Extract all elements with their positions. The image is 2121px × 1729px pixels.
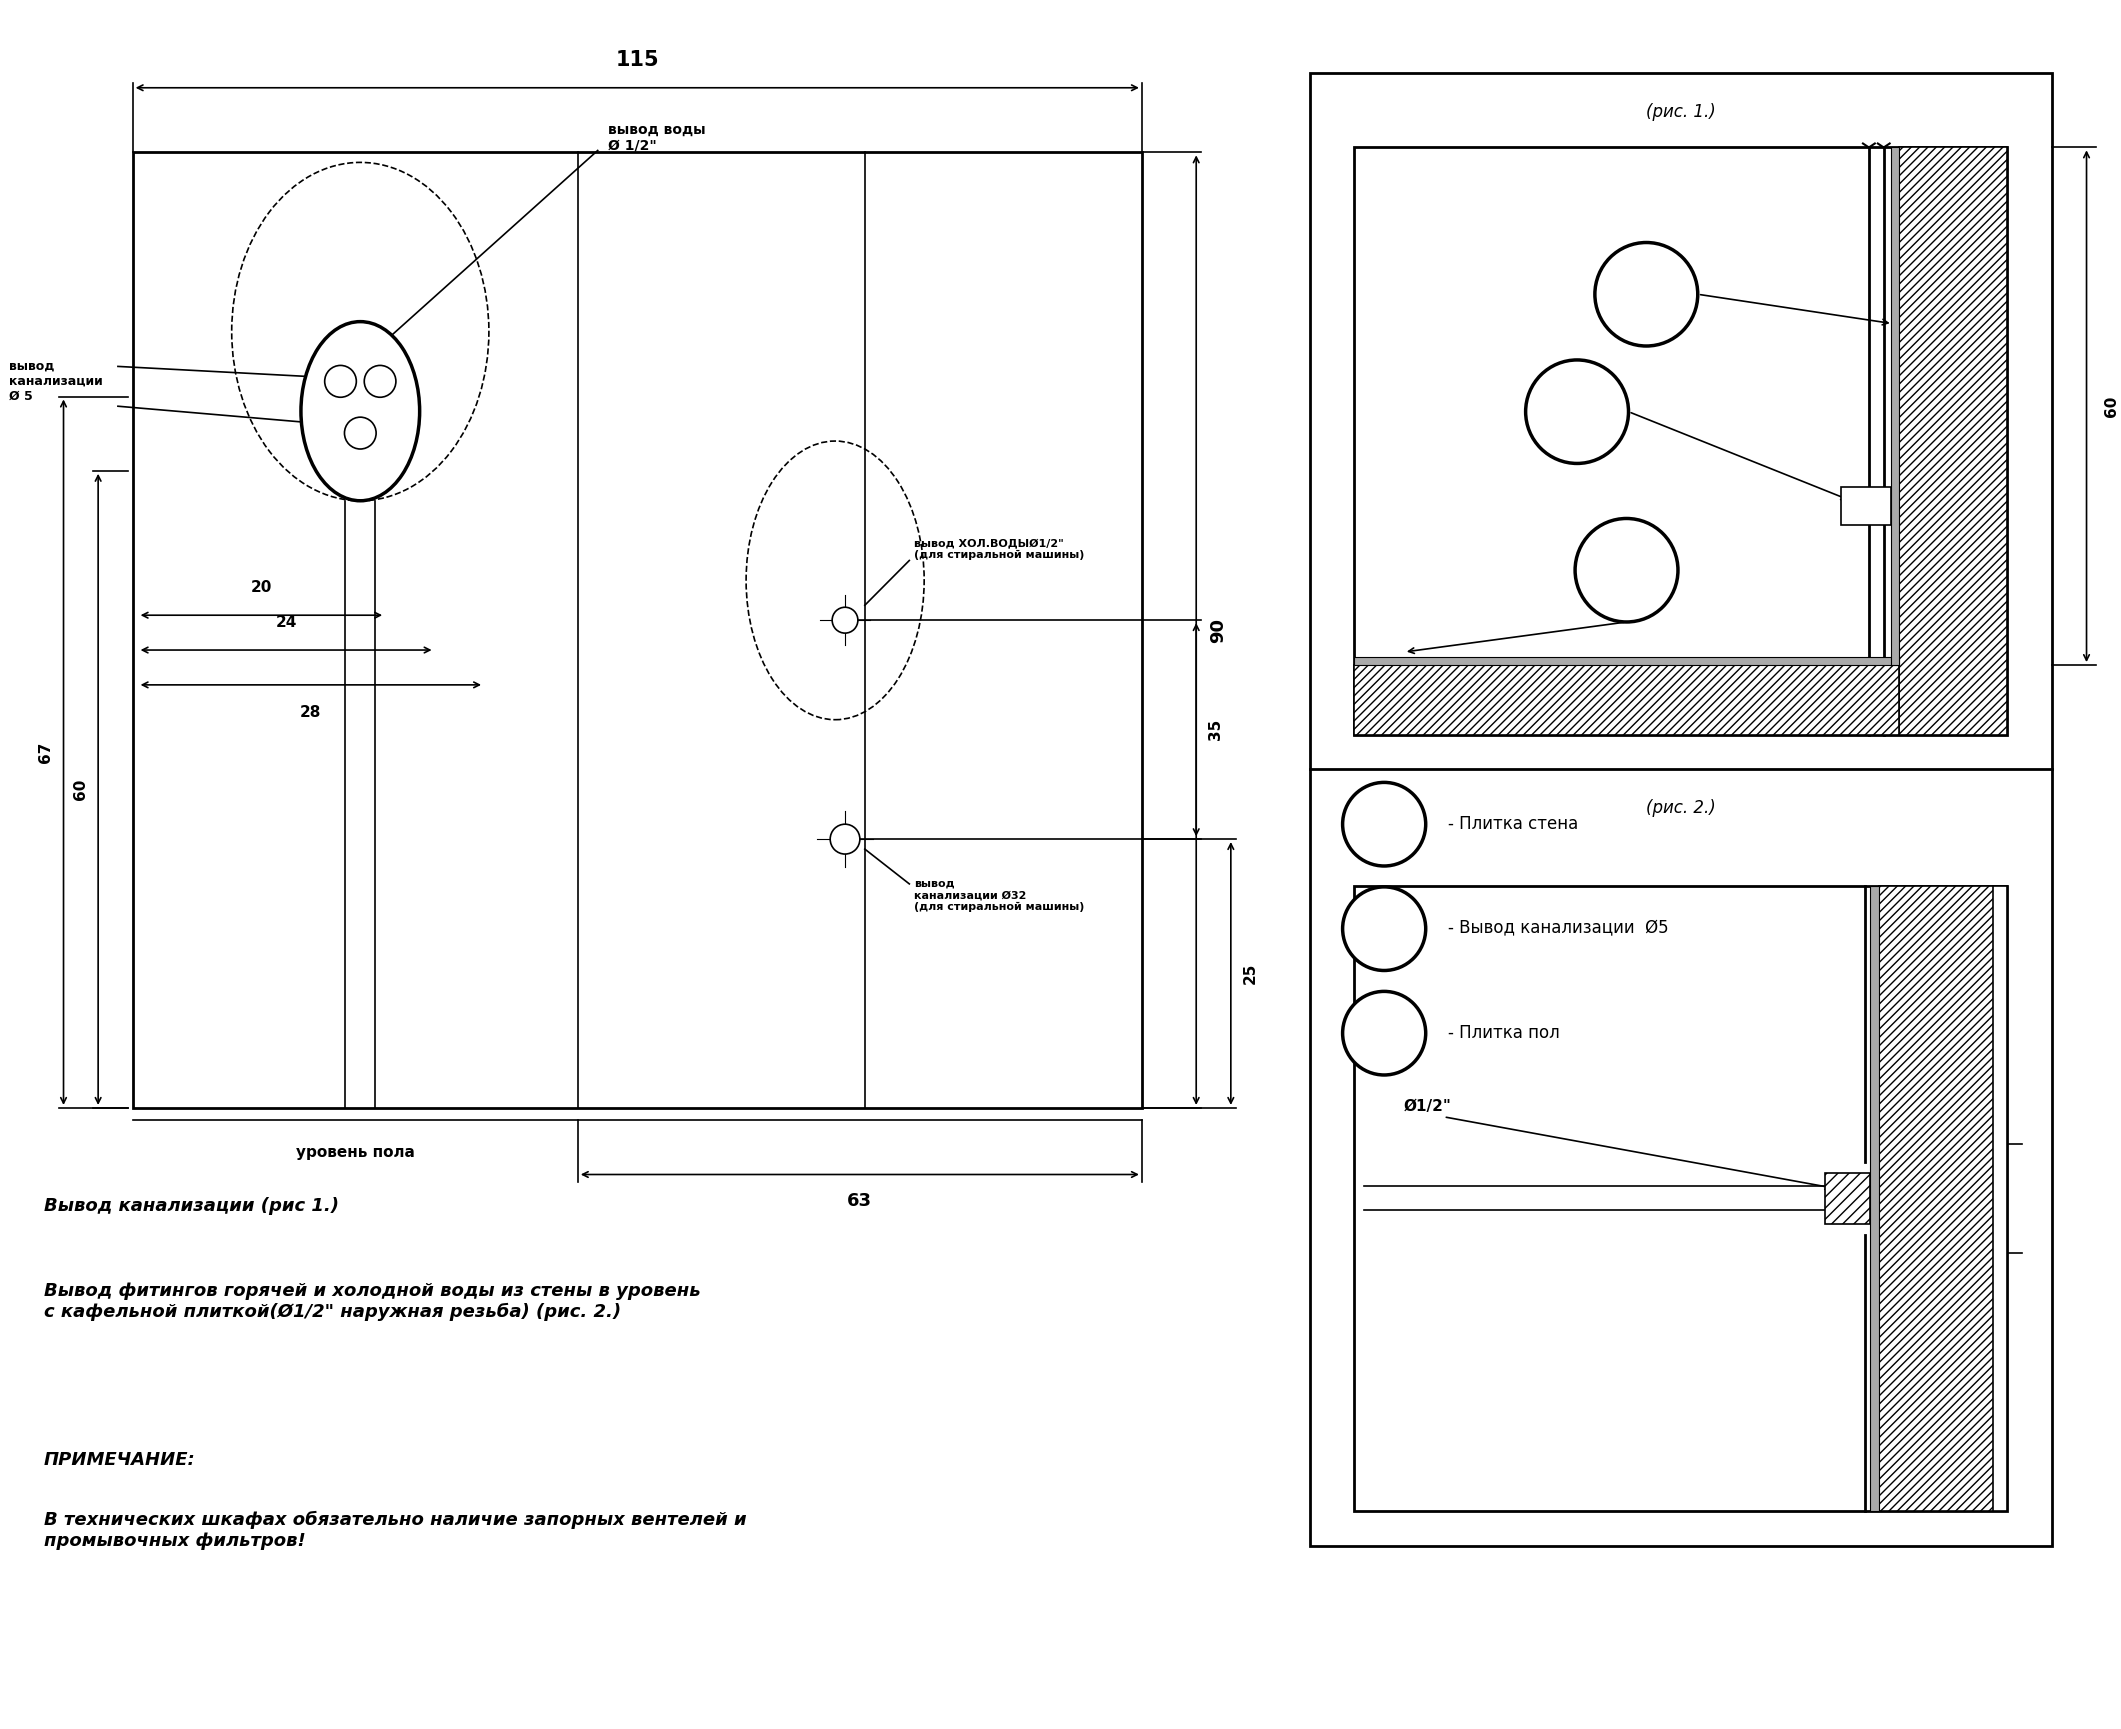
Text: ПРИМЕЧАНИЕ:: ПРИМЕЧАНИЕ:	[45, 1451, 195, 1470]
Text: вывод
канализации
Ø 5: вывод канализации Ø 5	[8, 360, 102, 403]
Bar	[1311, 73, 2051, 1546]
Text: Вывод фитингов горячей и холодной воды из стены в уровень
с кафельной плиткой(Ø1: Вывод фитингов горячей и холодной воды и…	[45, 1281, 700, 1321]
Text: 60: 60	[2104, 396, 2119, 417]
Text: 115: 115	[615, 50, 660, 69]
Bar	[1871, 885, 1879, 1511]
Text: 25: 25	[1243, 963, 1258, 984]
Circle shape	[344, 417, 375, 450]
Bar	[1355, 666, 1898, 735]
Text: Вывод канализации (рис 1.): Вывод канализации (рис 1.)	[45, 1198, 339, 1215]
Bar	[1890, 147, 1898, 666]
Bar	[134, 152, 1141, 1108]
Ellipse shape	[301, 322, 420, 501]
Text: 24: 24	[276, 616, 297, 629]
Text: вывод
канализации Ø32
(для стиральной машины): вывод канализации Ø32 (для стиральной ма…	[914, 878, 1084, 913]
Text: В технических шкафах обязательно наличие запорных вентелей и
промывочных фильтро: В технических шкафах обязательно наличие…	[45, 1511, 747, 1549]
Text: 63: 63	[848, 1193, 872, 1210]
Text: A: A	[1377, 814, 1391, 833]
Circle shape	[1343, 887, 1425, 970]
Circle shape	[1343, 991, 1425, 1075]
Text: уровень пола: уровень пола	[297, 1145, 416, 1160]
Bar	[1841, 488, 1890, 524]
Bar	[1898, 147, 2006, 735]
Text: вывод воды
Ø 1/2": вывод воды Ø 1/2"	[607, 123, 704, 152]
Text: 90: 90	[1209, 617, 1226, 643]
Circle shape	[1343, 783, 1425, 866]
Text: - Плитка пол: - Плитка пол	[1449, 1024, 1561, 1043]
Bar	[1826, 1172, 1871, 1224]
Text: 28: 28	[301, 705, 322, 719]
Text: 20: 20	[250, 581, 271, 595]
Circle shape	[325, 365, 356, 398]
Text: 60: 60	[72, 778, 87, 801]
Circle shape	[1576, 519, 1678, 622]
Text: C: C	[1618, 560, 1633, 581]
Circle shape	[1595, 242, 1697, 346]
Text: C: C	[1377, 1024, 1391, 1043]
Circle shape	[365, 365, 397, 398]
Circle shape	[829, 825, 859, 854]
Text: (рис. 1.): (рис. 1.)	[1646, 102, 1716, 121]
Text: B: B	[1570, 401, 1584, 422]
Text: вывод ХОЛ.ВОДЫØ1/2"
(для стиральной машины): вывод ХОЛ.ВОДЫØ1/2" (для стиральной маши…	[914, 539, 1084, 560]
Text: A: A	[1637, 284, 1654, 304]
Bar	[1992, 885, 2006, 1511]
Text: 35: 35	[1209, 719, 1224, 740]
Text: B: B	[1377, 920, 1391, 937]
Circle shape	[1525, 360, 1629, 463]
Bar	[1355, 147, 2006, 735]
Bar	[1355, 657, 1898, 666]
Text: - Плитка стена: - Плитка стена	[1449, 814, 1578, 833]
Text: - Вывод канализации  Ø5: - Вывод канализации Ø5	[1449, 920, 1669, 937]
Bar	[1355, 885, 2006, 1511]
Text: Ø1/2": Ø1/2"	[1404, 1100, 1453, 1113]
Text: 67: 67	[38, 742, 53, 762]
Text: (рис. 2.): (рис. 2.)	[1646, 799, 1716, 818]
Circle shape	[831, 607, 857, 633]
Bar	[1879, 885, 2006, 1511]
